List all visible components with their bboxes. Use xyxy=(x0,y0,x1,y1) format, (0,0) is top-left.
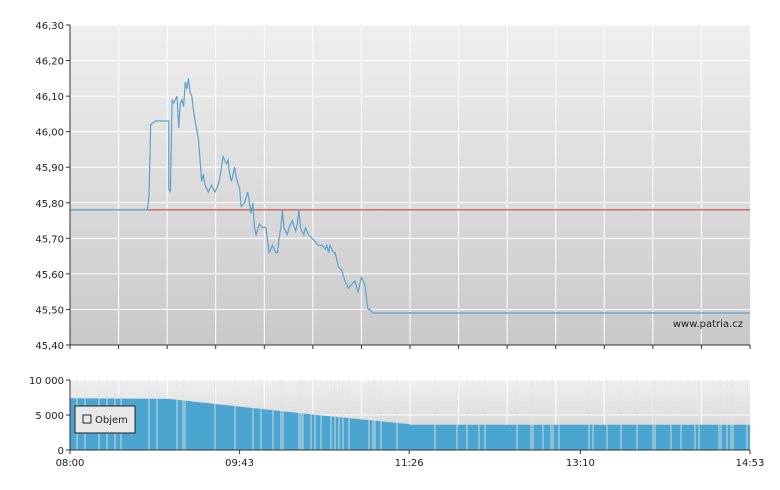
volume-panel: 0 5 000 10 000 08:00 09:43 11:26 13:10 14:53 O… xyxy=(29,376,764,469)
price-panel: 45,40 45,50 45,60 45,70 45,80 45,90 46,00 46,10… xyxy=(35,21,751,352)
price-x-tick-marks xyxy=(69,345,751,349)
watermark: www.patria.cz xyxy=(673,319,743,330)
price-y-tick-labels: 45,40 45,50 45,60 45,70 45,80 45,90 46,00 46,10… xyxy=(35,21,70,352)
volume-x-tick-label: 11:26 xyxy=(395,458,424,469)
volume-x-tick-label: 09:43 xyxy=(225,458,254,469)
volume-y-tick-label: 0 xyxy=(58,446,64,457)
volume-x-tick-label: 13:10 xyxy=(566,458,595,469)
price-y-tick-label: 45,80 xyxy=(35,199,64,210)
price-y-tick-label: 46,20 xyxy=(35,57,64,68)
volume-y-tick-labels: 0 5 000 10 000 xyxy=(29,376,70,457)
price-y-tick-label: 46,30 xyxy=(35,21,64,32)
price-y-tick-label: 45,50 xyxy=(35,305,64,316)
price-series-line xyxy=(70,78,750,314)
legend: Objem xyxy=(74,405,136,434)
price-y-tick-label: 45,70 xyxy=(35,234,64,245)
volume-bars xyxy=(70,398,750,450)
volume-x-tick-label: 08:00 xyxy=(56,458,85,469)
volume-x-tick-label: 14:53 xyxy=(736,458,765,469)
price-y-tick-label: 46,00 xyxy=(35,128,64,139)
price-y-tick-label: 45,90 xyxy=(35,163,64,174)
volume-x-tick-labels: 08:00 09:43 11:26 13:10 14:53 xyxy=(56,450,765,469)
volume-y-tick-label: 5 000 xyxy=(35,411,64,422)
price-vertical-grid xyxy=(118,25,702,345)
volume-y-tick-label: 10 000 xyxy=(29,376,64,387)
volume-bar-gaps xyxy=(76,380,748,450)
legend-label: Objem xyxy=(95,415,128,426)
legend-box xyxy=(74,405,136,434)
price-y-tick-label: 45,40 xyxy=(35,341,64,352)
legend-swatch xyxy=(82,414,92,424)
price-y-tick-label: 45,60 xyxy=(35,270,64,281)
price-y-tick-label: 46,10 xyxy=(35,92,64,103)
